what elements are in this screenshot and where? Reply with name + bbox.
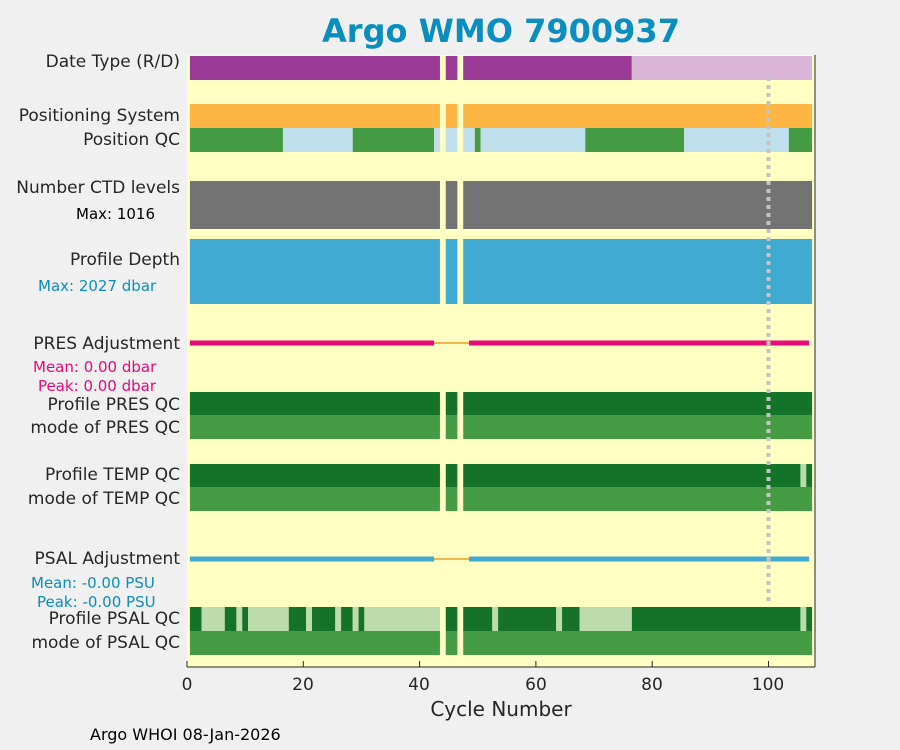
profile-pres-qc-bar [189,392,813,415]
profile-psal-qc-bar [306,607,313,631]
date-type-bar [631,56,813,80]
missing-cycle-gap [439,56,446,80]
row-label-mode-temp-qc: mode of TEMP QC [27,489,180,509]
missing-cycle-gap [457,239,464,304]
row-label-pres-adjustment: PRES Adjustment [33,334,180,354]
psal-peak-label: Peak: -0.00 PSU [37,593,156,611]
plot-area [187,55,815,667]
profile-temp-qc-bar [800,464,807,487]
psal-mean-label: Mean: -0.00 PSU [31,574,155,592]
position-qc-bar [352,128,435,152]
missing-cycle-gap [457,181,464,229]
pres-mean-label: Mean: 0.00 dbar [33,358,157,376]
position-qc-bar [480,128,586,152]
x-tick-label: 0 [181,675,193,695]
profile-psal-qc-bar [498,607,557,631]
missing-cycle-gap [457,392,464,415]
mode-temp-qc-bar [189,487,813,511]
missing-cycle-gap [457,56,464,80]
position-qc-bar [684,128,789,152]
missing-cycle-gap [439,104,446,128]
row-label-positioning-system: Positioning System [18,106,180,126]
x-axis-label: Cycle Number [430,697,572,721]
missing-cycle-gap [439,128,446,152]
profile-psal-qc-bar [312,607,336,631]
ctd-levels-bar [189,181,813,229]
x-tick-label: 20 [292,675,314,695]
profile-psal-qc-bar [201,607,225,631]
profile-psal-qc-bar [631,607,801,631]
missing-cycle-gap [457,128,464,152]
row-label-mode-pres-qc: mode of PRES QC [30,418,180,438]
profile-psal-qc-bar [562,607,580,631]
profile-psal-qc-bar [335,607,342,631]
position-qc-bar [585,128,685,152]
pres-peak-label: Peak: 0.00 dbar [38,377,157,395]
positioning-system-bar [189,104,813,128]
position-qc-bar [474,128,481,152]
row-label-psal-adjustment: PSAL Adjustment [34,549,180,569]
position-qc-bar [788,128,813,152]
row-label-ctd-levels: Number CTD levels [16,178,180,198]
x-tick-label: 40 [408,675,430,695]
position-qc-bar [189,128,283,152]
missing-cycle-gap [439,415,446,439]
profile-psal-qc-bar [189,607,202,631]
footer-credit: Argo WHOI 08-Jan-2026 [90,725,281,744]
missing-cycle-gap [457,607,464,631]
profile-psal-qc-bar [352,607,359,631]
row-label-mode-psal-qc: mode of PSAL QC [31,633,180,653]
mode-pres-qc-bar [189,415,813,439]
row-label-profile-depth: Profile Depth [69,250,180,270]
ctd-max-label: Max: 1016 [76,205,156,223]
missing-cycle-gap [439,487,446,511]
profile-psal-qc-bar [248,607,289,631]
row-label-profile-pres-qc: Profile PRES QC [47,395,180,415]
profile-psal-qc-bar [242,607,249,631]
row-label-profile-temp-qc: Profile TEMP QC [45,465,180,485]
profile-depth-bar [189,239,813,304]
profile-psal-qc-bar [439,607,493,631]
mode-psal-qc-bar [189,631,813,655]
profile-psal-qc-bar [358,607,365,631]
position-qc-bar [282,128,353,152]
row-label-date-type: Date Type (R/D) [45,52,180,72]
date-type-bar [189,56,632,80]
missing-cycle-gap [439,464,446,487]
profile-psal-qc-bar [806,607,813,631]
depth-max-label: Max: 2027 dbar [38,277,157,295]
missing-cycle-gap [457,415,464,439]
profile-psal-qc-bar [224,607,237,631]
missing-cycle-gap [439,607,446,631]
missing-cycle-gap [439,392,446,415]
row-label-position-qc: Position QC [83,130,180,150]
row-label-profile-psal-qc: Profile PSAL QC [48,609,180,629]
profile-psal-qc-bar [236,607,243,631]
profile-psal-qc-bar [364,607,440,631]
missing-cycle-gap [439,631,446,655]
profile-psal-qc-bar [800,607,807,631]
missing-cycle-gap [439,239,446,304]
profile-temp-qc-bar [189,464,801,487]
profile-psal-qc-bar [579,607,632,631]
x-tick-label: 80 [641,675,663,695]
profile-psal-qc-bar [556,607,563,631]
missing-cycle-gap [457,487,464,511]
profile-psal-qc-bar [341,607,353,631]
profile-psal-qc-bar [492,607,499,631]
x-tick-label: 100 [751,675,785,695]
missing-cycle-gap [457,104,464,128]
missing-cycle-gap [457,464,464,487]
missing-cycle-gap [439,181,446,229]
profile-psal-qc-bar [288,607,307,631]
chart-title: Argo WMO 7900937 [322,12,680,50]
x-tick-label: 60 [525,675,547,695]
profile-temp-qc-bar [806,464,813,487]
missing-cycle-gap [457,631,464,655]
